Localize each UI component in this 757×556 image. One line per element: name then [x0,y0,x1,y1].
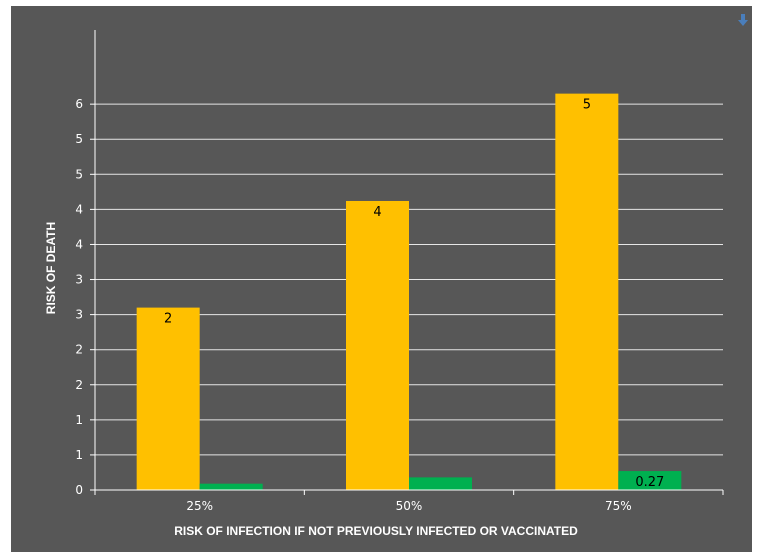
bar [346,200,409,490]
bar [409,477,472,490]
y-tick-label: 1 [75,448,83,462]
y-tick-label: 5 [75,167,83,181]
download-arrow-icon[interactable] [736,12,750,28]
y-tick-label: 2 [75,378,83,392]
y-tick-label: 5 [75,132,83,146]
y-tick-label: 3 [75,273,83,287]
y-tick-label: 3 [75,308,83,322]
labels: 0 1 1 2 2 3 3 4 4 5 5 6 25% 2 50% 4 75% 5 0.27 [75,97,664,513]
y-tick-label: 2 [75,343,83,357]
bars [136,93,682,490]
data-label: 2 [164,312,172,327]
bar [136,307,200,490]
x-tick-label: 25% [186,499,213,513]
bar [199,483,263,490]
y-axis-title: RISK OF DEATH [44,222,58,314]
bar [618,471,682,490]
x-tick-label: 75% [605,499,632,513]
data-label: 5 [583,98,591,113]
data-label: 4 [373,205,381,220]
axes [90,30,724,495]
y-tick-label: 1 [75,413,83,427]
bar [555,93,619,490]
y-tick-label: 6 [75,97,83,111]
x-axis-title: RISK OF INFECTION IF NOT PREVIOUSLY INFE… [174,524,578,538]
bar-chart: 0 1 1 2 2 3 3 4 4 5 5 6 25% 2 50% 4 75% 5 0.27 RISK OF INF… [44,12,750,538]
y-tick-label: 4 [75,237,83,251]
x-tick-label: 50% [396,499,423,513]
chart-panel: 0 1 1 2 2 3 3 4 4 5 5 6 25% 2 50% 4 75% 5 0.27 RISK OF INF… [11,6,752,552]
data-label: 0.27 [635,475,664,490]
y-tick-label: 4 [75,202,83,216]
y-tick-label: 0 [75,483,83,497]
